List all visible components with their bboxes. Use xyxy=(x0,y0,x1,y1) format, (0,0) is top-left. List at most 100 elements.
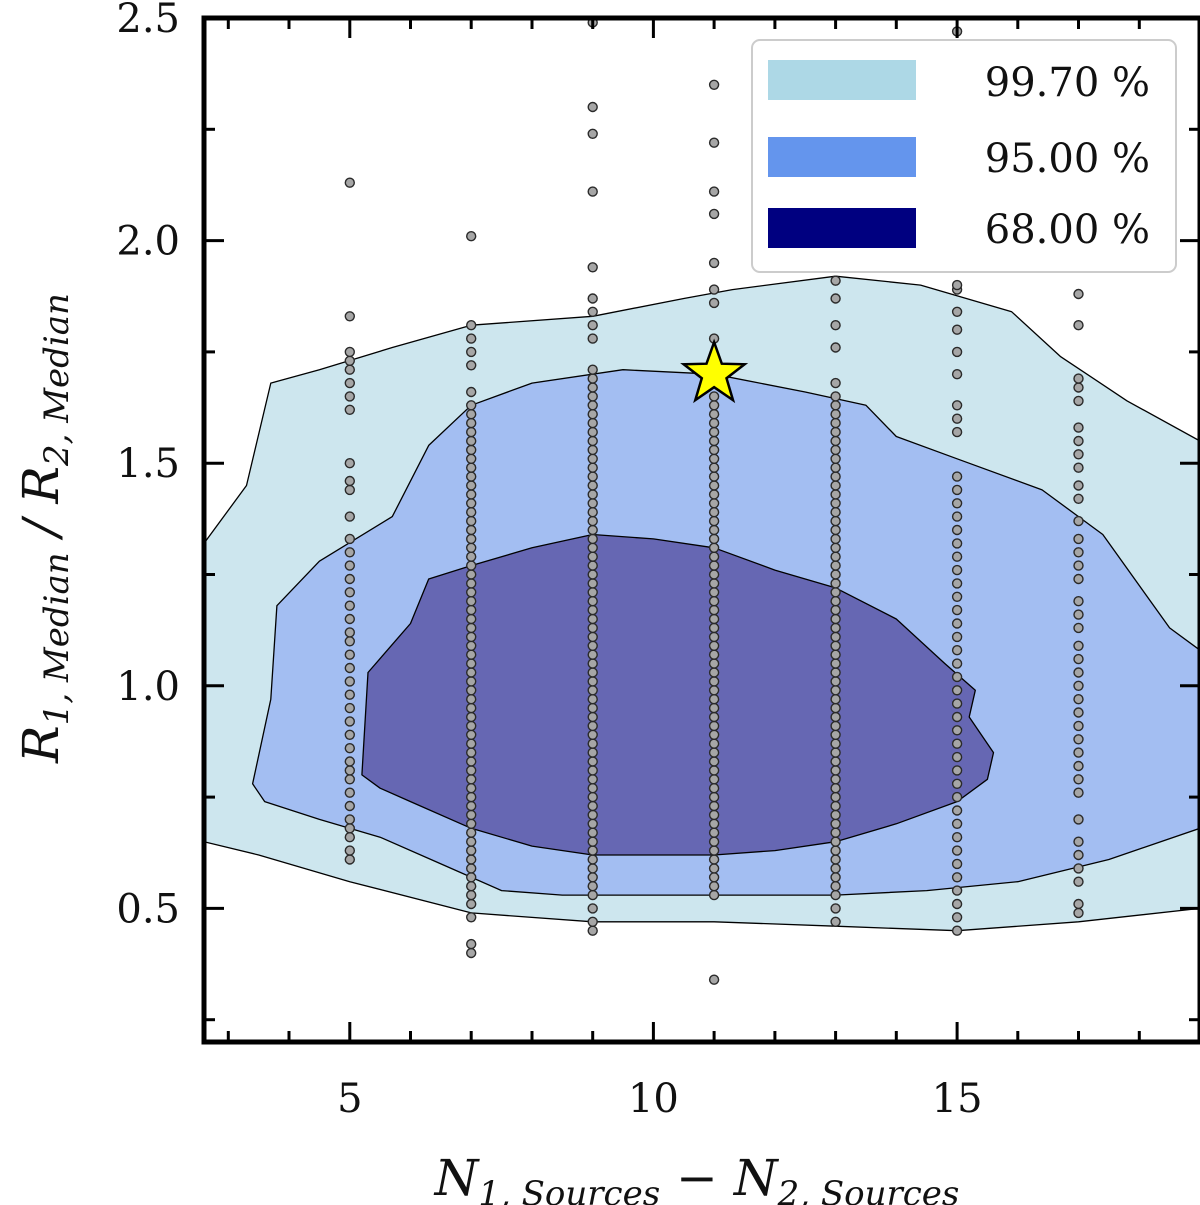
data-point-134 xyxy=(587,658,598,669)
data-point-79 xyxy=(466,569,477,580)
data-point-206 xyxy=(708,640,720,651)
data-point-254 xyxy=(830,809,841,821)
data-point-357 xyxy=(1073,836,1084,847)
data-point-24 xyxy=(344,560,355,571)
data-point-385 xyxy=(1073,395,1084,407)
data-point-36 xyxy=(344,346,355,358)
data-point-53 xyxy=(466,800,477,812)
data-point-346 xyxy=(951,346,963,358)
data-point-322 xyxy=(951,725,963,736)
data-point-262 xyxy=(830,738,841,749)
data-point-318 xyxy=(951,778,963,789)
data-point-184 xyxy=(708,836,720,847)
data-point-8 xyxy=(344,765,355,776)
data-point-25 xyxy=(344,547,355,558)
data-point-202 xyxy=(708,676,720,687)
data-point-362 xyxy=(1073,747,1084,758)
data-point-310 xyxy=(951,885,963,896)
data-point-261 xyxy=(830,747,841,758)
data-point-225 xyxy=(708,471,720,482)
data-point-279 xyxy=(830,587,841,598)
data-point-1 xyxy=(344,845,355,856)
data-point-99 xyxy=(466,386,477,398)
data-point-61 xyxy=(466,729,477,740)
data-point-51 xyxy=(466,818,477,829)
data-point-232 xyxy=(708,409,720,420)
data-point-18 xyxy=(344,636,355,647)
x-tick-label: 15 xyxy=(932,1076,983,1122)
data-point-379 xyxy=(1073,493,1084,504)
data-point-102 xyxy=(466,333,477,344)
data-point-133 xyxy=(587,667,598,678)
data-point-234 xyxy=(708,391,720,402)
data-point-307 xyxy=(951,925,963,936)
data-point-350 xyxy=(951,279,963,291)
data-point-64 xyxy=(466,702,477,714)
data-point-154 xyxy=(587,480,598,491)
data-point-48 xyxy=(466,845,477,856)
data-point-338 xyxy=(951,511,963,522)
data-point-363 xyxy=(1073,734,1084,745)
data-point-147 xyxy=(587,542,598,553)
data-point-85 xyxy=(466,515,477,527)
data-point-21 xyxy=(344,600,355,611)
data-point-124 xyxy=(587,747,598,758)
data-point-378 xyxy=(1073,515,1084,527)
data-point-20 xyxy=(344,613,355,625)
data-point-19 xyxy=(344,627,355,638)
data-point-138 xyxy=(587,622,598,634)
data-point-165 xyxy=(587,382,598,393)
data-point-201 xyxy=(708,685,720,696)
data-point-312 xyxy=(951,858,963,870)
data-point-71 xyxy=(466,640,477,651)
data-point-197 xyxy=(708,720,720,732)
data-point-208 xyxy=(708,622,720,634)
data-point-388 xyxy=(1073,320,1084,331)
data-point-139 xyxy=(587,613,598,625)
data-point-146 xyxy=(587,551,598,562)
data-point-188 xyxy=(708,800,720,812)
data-point-26 xyxy=(344,533,355,545)
data-point-192 xyxy=(708,765,720,776)
data-point-191 xyxy=(708,774,720,785)
data-point-305 xyxy=(830,293,841,304)
data-point-116 xyxy=(587,818,598,829)
data-point-86 xyxy=(466,507,477,518)
data-point-148 xyxy=(587,533,598,545)
data-point-153 xyxy=(587,489,598,500)
data-point-189 xyxy=(708,791,720,803)
data-point-224 xyxy=(708,480,720,491)
data-point-372 xyxy=(1073,609,1084,620)
data-point-213 xyxy=(708,578,720,589)
data-point-314 xyxy=(951,832,963,843)
legend-label-2: 68.00 % xyxy=(985,207,1150,253)
data-point-70 xyxy=(466,649,477,660)
data-point-285 xyxy=(830,533,841,545)
data-point-345 xyxy=(951,369,963,380)
data-point-271 xyxy=(830,658,841,669)
data-point-352 xyxy=(1073,907,1084,919)
data-point-199 xyxy=(708,702,720,714)
data-point-248 xyxy=(830,863,841,874)
data-point-121 xyxy=(587,774,598,785)
data-point-127 xyxy=(587,720,598,732)
data-point-183 xyxy=(708,845,720,856)
legend-swatch-1 xyxy=(768,137,916,177)
data-point-155 xyxy=(587,471,598,482)
data-point-62 xyxy=(466,720,477,732)
data-point-164 xyxy=(587,391,598,402)
data-point-317 xyxy=(951,791,963,803)
data-point-370 xyxy=(1073,640,1084,651)
data-point-131 xyxy=(587,685,598,696)
data-point-230 xyxy=(708,426,720,438)
data-point-190 xyxy=(708,783,720,794)
data-point-34 xyxy=(344,364,355,375)
data-point-13 xyxy=(344,702,355,714)
data-point-60 xyxy=(466,738,477,749)
data-point-303 xyxy=(830,342,841,353)
data-point-304 xyxy=(830,320,841,331)
y-tick-label: 2.5 xyxy=(116,0,180,42)
data-point-114 xyxy=(587,836,598,847)
data-point-55 xyxy=(466,783,477,794)
data-point-119 xyxy=(587,791,598,803)
